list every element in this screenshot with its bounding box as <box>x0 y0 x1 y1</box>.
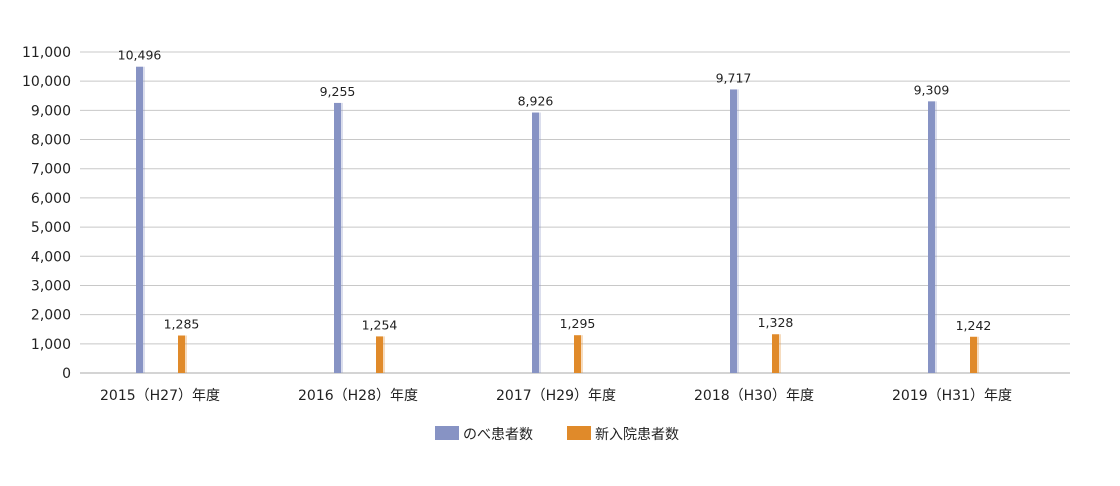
legend-swatch-series-2 <box>567 426 591 440</box>
data-label: 9,255 <box>320 84 356 99</box>
bar-series-2 <box>574 335 581 373</box>
bar-shadow <box>383 336 385 373</box>
data-label: 9,309 <box>914 82 950 97</box>
legend-label: 新入院患者数 <box>595 427 679 443</box>
bar-series-2 <box>376 336 383 373</box>
bar-series-1 <box>136 66 143 373</box>
bar-shadow <box>737 89 739 373</box>
y-tick-label: 1,000 <box>31 337 71 353</box>
y-tick-label: 4,000 <box>31 249 71 265</box>
y-tick-label: 3,000 <box>31 278 71 294</box>
data-label: 9,717 <box>716 70 752 85</box>
data-label: 10,496 <box>118 48 162 63</box>
bar-shadow <box>935 101 937 374</box>
y-tick-label: 6,000 <box>31 191 71 207</box>
bar-series-2 <box>772 334 779 373</box>
x-axis-categories: 2015（H27）年度 2016（H28）年度 2017（H29）年度 2018（H3… <box>100 388 1012 404</box>
data-label: 1,285 <box>164 317 200 332</box>
bar-series-1 <box>532 112 539 373</box>
x-category-label: 2016（H28）年度 <box>298 388 418 404</box>
y-tick-label: 8,000 <box>31 133 71 149</box>
bar-shadow <box>779 334 781 373</box>
y-tick-label: 2,000 <box>31 308 71 324</box>
bar-series-2 <box>178 335 185 373</box>
y-tick-label: 9,000 <box>31 103 71 119</box>
data-label: 8,926 <box>518 94 554 109</box>
bar-shadow <box>977 336 979 373</box>
y-tick-label: 10,000 <box>22 74 71 90</box>
y-tick-label: 7,000 <box>31 162 71 178</box>
grid-lines <box>80 51 1070 374</box>
bar-shadow <box>539 112 541 373</box>
y-axis-ticks: 0 1,000 2,000 3,000 4,000 5,000 6,000 7,000 8,00… <box>22 45 71 382</box>
y-tick-label: 5,000 <box>31 220 71 236</box>
bar-series-1 <box>334 102 341 373</box>
data-label: 1,295 <box>560 316 596 331</box>
legend-label: のべ患者数 <box>463 427 533 443</box>
y-tick-label: 11,000 <box>22 45 71 61</box>
bars <box>136 66 979 374</box>
data-labels: 10,496 1,285 9,255 1,254 8,926 1,295 9,717 1,32… <box>118 48 992 333</box>
x-category-label: 2017（H29）年度 <box>496 388 616 404</box>
x-category-label: 2019（H31）年度 <box>892 388 1012 404</box>
data-label: 1,328 <box>758 315 794 330</box>
data-label: 1,242 <box>956 318 992 333</box>
bar-shadow <box>185 335 187 373</box>
data-label: 1,254 <box>362 317 398 332</box>
y-tick-label: 0 <box>62 366 71 382</box>
legend: のべ患者数 新入院患者数 <box>435 426 679 443</box>
bar-series-2 <box>970 336 977 373</box>
bar-series-1 <box>730 89 737 373</box>
x-category-label: 2015（H27）年度 <box>100 388 220 404</box>
bar-shadow <box>143 66 145 373</box>
legend-swatch-series-1 <box>435 426 459 440</box>
x-category-label: 2018（H30）年度 <box>694 388 814 404</box>
bar-shadow <box>341 102 343 373</box>
bar-shadow <box>581 335 583 373</box>
bar-series-1 <box>928 101 935 374</box>
